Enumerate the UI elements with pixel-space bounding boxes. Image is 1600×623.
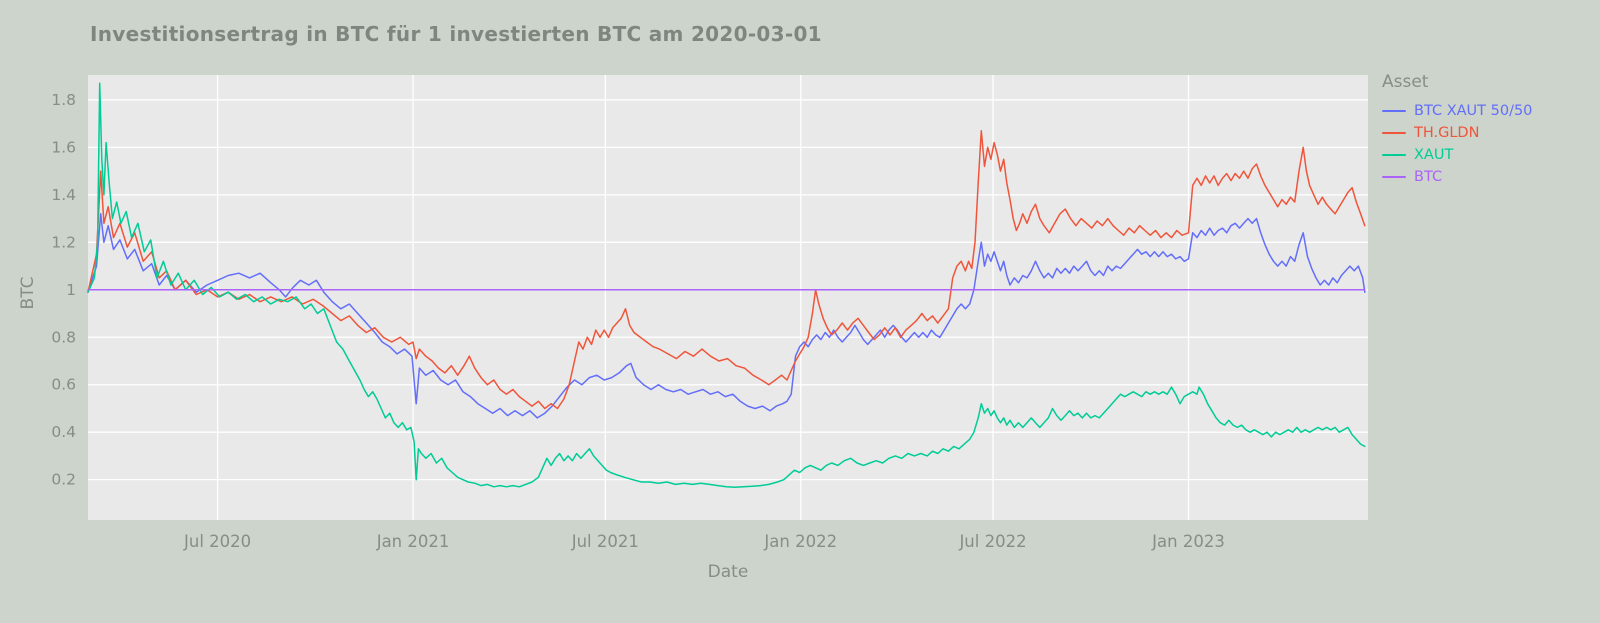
series-line-th-gldn[interactable]	[87, 130, 1366, 410]
chart-title: Investitionsertrag in BTC für 1 investie…	[90, 22, 822, 46]
x-axis-label: Date	[707, 562, 749, 582]
series-line-xaut[interactable]	[87, 82, 1366, 488]
series-line-btc-xaut-50-50[interactable]	[87, 213, 1366, 419]
legend-swatch-line	[1382, 153, 1406, 157]
legend: Asset BTC XAUT 50/50 TH.GLDN XAUT BTC	[1382, 72, 1592, 188]
legend-swatch-line	[1382, 131, 1406, 135]
x-tick-label: Jul 2022	[958, 532, 1026, 551]
x-tick-label: Jan 2023	[1151, 532, 1225, 551]
y-tick-label: 1	[66, 281, 76, 299]
y-tick-label: 1.8	[51, 91, 76, 109]
x-tick-label: Jul 2020	[183, 532, 251, 551]
legend-item-label: XAUT	[1414, 147, 1454, 163]
legend-title: Asset	[1382, 72, 1429, 92]
y-tick-label: 0.6	[51, 376, 76, 394]
legend-swatch-line	[1382, 175, 1406, 179]
x-tick-label: Jan 2021	[376, 532, 450, 551]
x-tick-label: Jul 2021	[571, 532, 639, 551]
legend-swatch-line	[1382, 109, 1406, 113]
legend-item-label: BTC	[1414, 169, 1443, 185]
y-tick-label: 1.6	[51, 138, 76, 156]
plot-background	[88, 75, 1368, 520]
y-axis-label: BTC	[18, 276, 38, 310]
y-tick-label: 0.2	[51, 471, 76, 489]
legend-item-label: TH.GLDN	[1414, 125, 1480, 141]
legend-item[interactable]: BTC XAUT 50/50	[1382, 100, 1592, 122]
y-tick-label: 1.2	[51, 233, 76, 251]
x-tick-label: Jan 2022	[763, 532, 837, 551]
legend-item[interactable]: BTC	[1382, 166, 1592, 188]
y-tick-label: 0.8	[51, 328, 76, 346]
y-tick-label: 1.4	[51, 186, 76, 204]
legend-item[interactable]: TH.GLDN	[1382, 122, 1592, 144]
legend-items: BTC XAUT 50/50 TH.GLDN XAUT BTC	[1382, 100, 1592, 188]
legend-item[interactable]: XAUT	[1382, 144, 1592, 166]
legend-item-label: BTC XAUT 50/50	[1414, 103, 1533, 119]
y-tick-label: 0.4	[51, 423, 76, 441]
